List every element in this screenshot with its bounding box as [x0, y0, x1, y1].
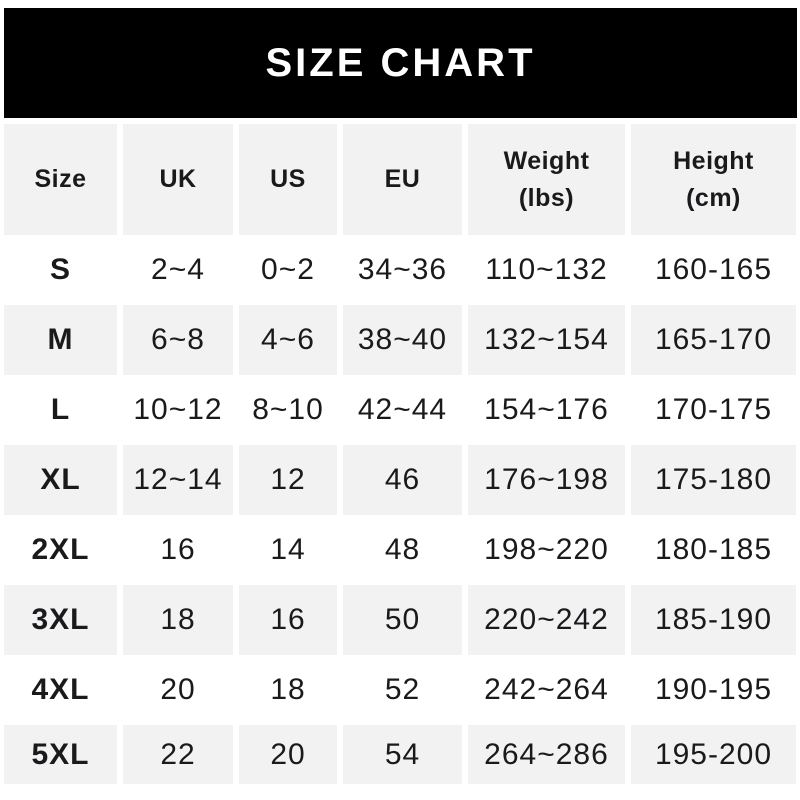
value-cell: 220~242 — [468, 585, 625, 655]
value-cell: 10~12 — [123, 375, 233, 445]
value-cell: 0~2 — [239, 235, 337, 305]
header-weight-unit: (lbs) — [518, 183, 575, 212]
title-banner: SIZE CHART — [4, 8, 797, 118]
value-cell: 154~176 — [468, 375, 625, 445]
row-label-s: S — [4, 235, 117, 305]
value-cell: 2~4 — [123, 235, 233, 305]
header-height: Height (cm) — [631, 124, 796, 235]
value-cell: 20 — [123, 655, 233, 725]
value-cell: 20 — [239, 725, 337, 784]
value-cell: 46 — [343, 445, 462, 515]
value-cell: 195-200 — [631, 725, 796, 784]
value-cell: 54 — [343, 725, 462, 784]
header-us-label: US — [270, 165, 306, 193]
value-cell: 198~220 — [468, 515, 625, 585]
value-cell: 50 — [343, 585, 462, 655]
header-height-unit: (cm) — [686, 183, 741, 212]
header-eu: EU — [343, 124, 462, 235]
header-weight-label: Weight — [503, 146, 590, 175]
value-cell: 160-165 — [631, 235, 796, 305]
value-cell: 190-195 — [631, 655, 796, 725]
header-weight: Weight (lbs) — [468, 124, 625, 235]
value-cell: 6~8 — [123, 305, 233, 375]
header-us: US — [239, 124, 337, 235]
value-cell: 22 — [123, 725, 233, 784]
header-size: Size — [4, 124, 117, 235]
row-label-m: M — [4, 305, 117, 375]
row-label-xl: XL — [4, 445, 117, 515]
value-cell: 242~264 — [468, 655, 625, 725]
header-uk-label: UK — [159, 165, 197, 193]
value-cell: 34~36 — [343, 235, 462, 305]
value-cell: 264~286 — [468, 725, 625, 784]
page-title: SIZE CHART — [265, 40, 536, 85]
value-cell: 52 — [343, 655, 462, 725]
size-chart-table: Size UK US EU Weight (lbs) Height (cm) S… — [4, 124, 797, 784]
value-cell: 16 — [239, 585, 337, 655]
row-label-l: L — [4, 375, 117, 445]
header-size-label: Size — [34, 165, 87, 193]
row-label-3xl: 3XL — [4, 585, 117, 655]
value-cell: 170-175 — [631, 375, 796, 445]
value-cell: 180-185 — [631, 515, 796, 585]
value-cell: 12 — [239, 445, 337, 515]
value-cell: 165-170 — [631, 305, 796, 375]
value-cell: 110~132 — [468, 235, 625, 305]
row-label-2xl: 2XL — [4, 515, 117, 585]
row-label-5xl: 5XL — [4, 725, 117, 784]
value-cell: 16 — [123, 515, 233, 585]
value-cell: 176~198 — [468, 445, 625, 515]
header-uk: UK — [123, 124, 233, 235]
value-cell: 185-190 — [631, 585, 796, 655]
row-label-4xl: 4XL — [4, 655, 117, 725]
value-cell: 38~40 — [343, 305, 462, 375]
header-height-label: Height — [673, 146, 754, 175]
value-cell: 132~154 — [468, 305, 625, 375]
value-cell: 14 — [239, 515, 337, 585]
value-cell: 12~14 — [123, 445, 233, 515]
header-eu-label: EU — [384, 165, 421, 193]
value-cell: 18 — [239, 655, 337, 725]
value-cell: 18 — [123, 585, 233, 655]
value-cell: 8~10 — [239, 375, 337, 445]
value-cell: 4~6 — [239, 305, 337, 375]
value-cell: 48 — [343, 515, 462, 585]
value-cell: 175-180 — [631, 445, 796, 515]
value-cell: 42~44 — [343, 375, 462, 445]
